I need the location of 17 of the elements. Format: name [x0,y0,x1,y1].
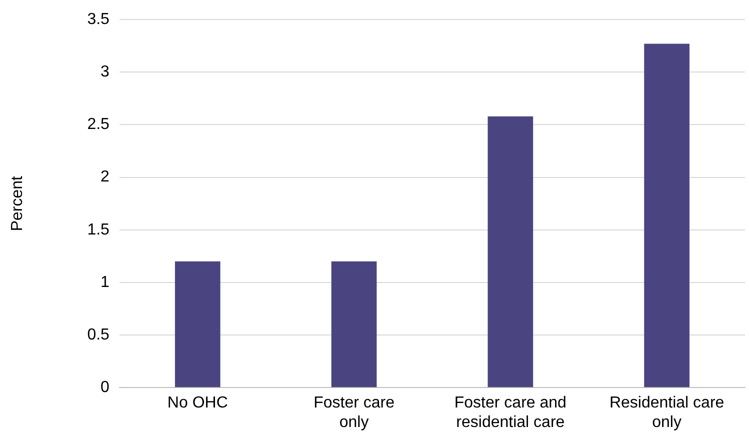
y-tick-label: 1.5 [87,221,110,238]
x-tick-label: Foster care and residential care [454,394,566,431]
x-tick-label: No OHC [167,394,228,412]
y-tick-label: 2.5 [87,116,110,134]
bar [488,116,534,388]
y-tick-label: 3.5 [87,11,110,28]
y-tick-label: 0.5 [87,326,110,344]
y-axis-title: Percent [9,175,26,232]
bar [174,261,220,388]
y-tick-label: 0 [100,379,110,396]
y-tick-label: 2 [100,168,110,186]
bar [644,44,690,388]
y-tick-label: 3 [100,64,110,81]
x-tick-label: Foster care only [314,394,395,431]
x-tick-label: Residential care only [609,394,724,431]
bar [331,261,377,388]
y-tick-label: 1 [100,274,110,291]
